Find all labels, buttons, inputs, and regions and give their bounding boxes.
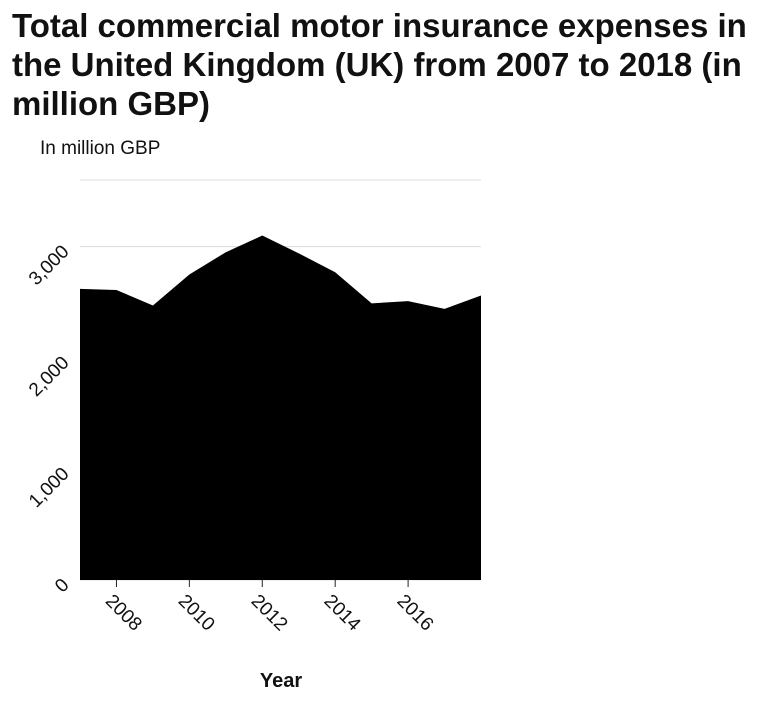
y-tick-label: 0	[51, 575, 73, 597]
y-tick-label: 3,000	[25, 241, 73, 289]
y-axis-ticks: 0 1,000 2,000 3,000	[25, 241, 73, 597]
x-tick-label: 2008	[101, 591, 146, 636]
x-tick-label: 2012	[247, 591, 292, 636]
x-tick-label: 2014	[320, 591, 365, 636]
x-tick-label: 2016	[393, 591, 438, 636]
x-axis-ticks: 2008 2010 2012 2014 2016	[101, 580, 437, 636]
y-axis-label: In million GBP	[40, 138, 160, 159]
x-axis-label: Year	[260, 670, 302, 692]
area-series	[80, 235, 481, 581]
y-tick-label: 1,000	[25, 464, 73, 512]
x-tick-label: 2010	[174, 591, 219, 636]
y-tick-label: 2,000	[25, 352, 73, 400]
chart-title: Total commercial motor insurance expense…	[12, 7, 747, 122]
